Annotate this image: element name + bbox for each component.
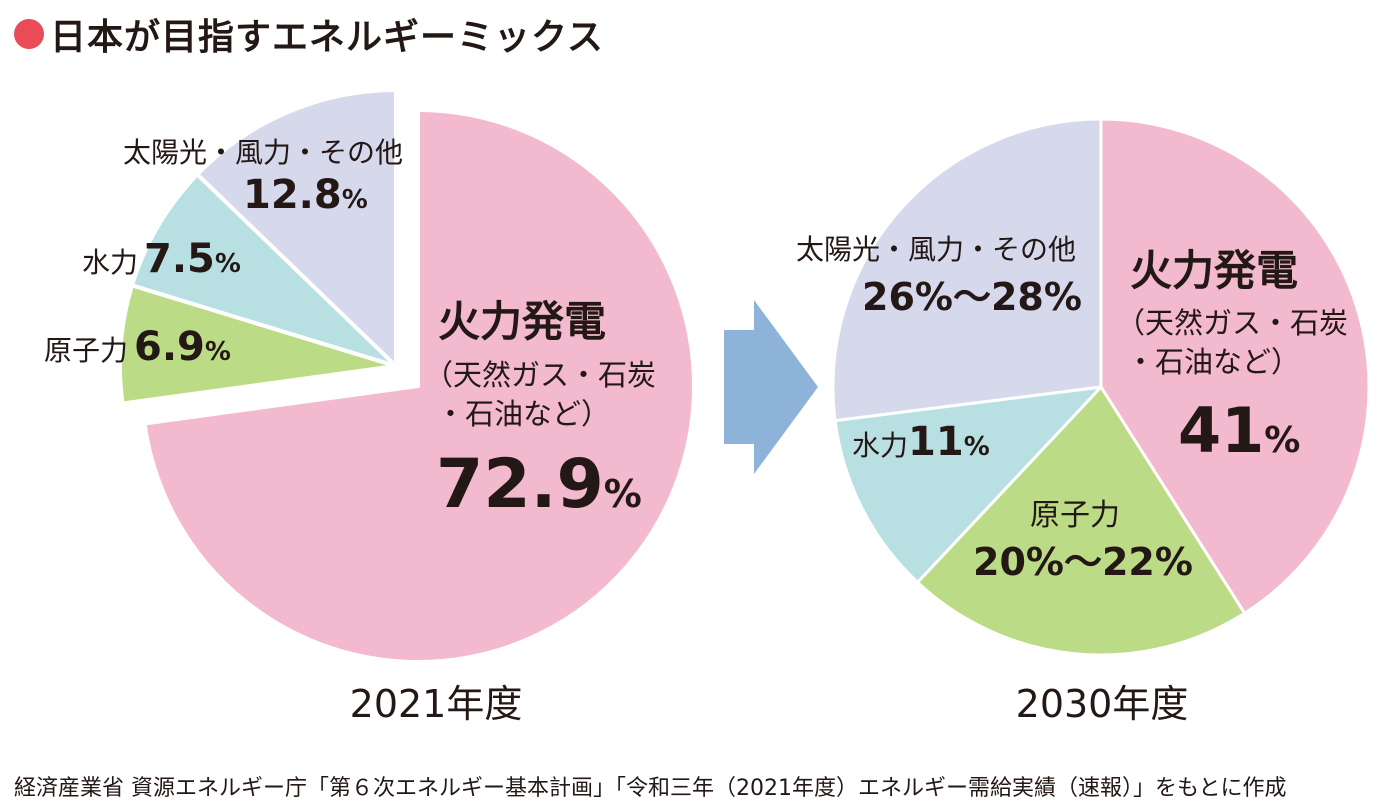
pie-2021 (118, 88, 696, 664)
label-2021-thermal: 火力発電 (438, 297, 606, 346)
slice-2030-thermal (1099, 117, 1371, 615)
slice-2021-thermal (142, 108, 696, 664)
sublabel-2030-thermal-2: ・石油など） (1126, 345, 1300, 379)
slice-2030-renewable (831, 117, 1103, 423)
label-2021-renewable: 太陽光・風力・その他 (123, 136, 403, 169)
chart-title: 日本が目指すエネルギーミックス (14, 8, 604, 60)
value-2030-thermal: 41% (1178, 394, 1300, 467)
label-2030-renewable: 太陽光・風力・その他 (796, 233, 1076, 266)
sublabel-2030-thermal-1: （天然ガス・石炭 (1116, 306, 1348, 340)
title-bullet-icon (14, 19, 44, 49)
label-2021-nuclear: 原子力 (44, 334, 128, 367)
value-2030-thermal-number: 41 (1178, 394, 1264, 467)
value-2021-hydro-number: 7.5 (144, 236, 215, 282)
slice-2021-renewable (195, 88, 398, 368)
label-2021-hydro: 水力 (82, 246, 138, 279)
value-2021-nuclear-number: 6.9 (134, 324, 205, 370)
sublabel-2021-thermal-1: （天然ガス・石炭 (424, 358, 656, 392)
value-2021-hydro-unit: % (215, 249, 241, 279)
xlabel-2030: 2030年度 (1016, 682, 1189, 726)
label-2030-nuclear: 原子力 (1030, 498, 1120, 533)
value-2021-renewable-unit: % (342, 185, 368, 215)
value-2021-renewable-number: 12.8 (243, 172, 342, 218)
value-2021-thermal-number: 72.9 (436, 445, 604, 524)
title-text: 日本が目指すエネルギーミックス (50, 17, 604, 58)
value-2021-thermal-unit: % (604, 472, 642, 516)
value-2030-nuclear: 20%〜22% (973, 540, 1193, 584)
value-2021-renewable: 12.8% (243, 172, 368, 218)
slice-2030-nuclear (916, 385, 1247, 657)
value-2030-renewable: 26%〜28% (862, 275, 1082, 319)
xlabel-2021: 2021年度 (350, 682, 523, 726)
slice-2030-hydro (833, 385, 1103, 584)
pie-2030 (831, 117, 1371, 657)
row-2030-hydro: 水力11% (852, 419, 990, 465)
slice-2021-hydro (130, 172, 398, 368)
label-2030-thermal: 火力発電 (1130, 246, 1298, 295)
source-note: 経済産業省 資源エネルギー庁「第６次エネルギー基本計画」「令和三年（2021年度… (14, 776, 1287, 801)
value-2030-thermal-unit: % (1264, 420, 1300, 461)
value-2030-hydro-number: 11 (908, 419, 964, 465)
label-2030-hydro: 水力 (852, 429, 908, 462)
row-2021-hydro: 水力 7.5% (82, 236, 241, 282)
value-2021-nuclear-unit: % (205, 337, 231, 367)
arrow-icon (724, 300, 818, 474)
row-2021-nuclear: 原子力 6.9% (44, 324, 231, 370)
value-2030-hydro-unit: % (964, 432, 990, 462)
value-2021-thermal: 72.9% (436, 445, 642, 524)
sublabel-2021-thermal-2: ・石油など） (436, 397, 610, 431)
slice-2021-nuclear (118, 283, 398, 406)
